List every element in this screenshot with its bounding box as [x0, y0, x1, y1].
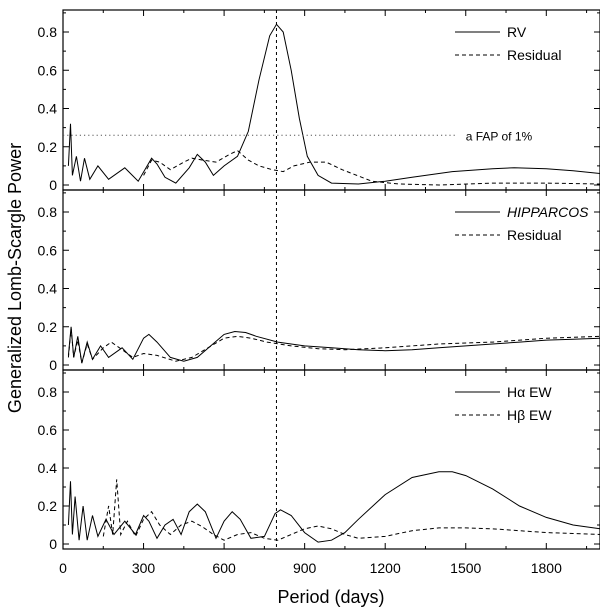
series-lines: [67, 23, 600, 543]
panel-frames: [62, 9, 600, 550]
panel-1-series-2-line: [143, 150, 600, 186]
x-tick-label: 600: [212, 560, 236, 576]
y-tick-label: 0: [49, 536, 57, 552]
x-axis-title: Period (days): [277, 587, 384, 607]
panel-2-series-1-line: [67, 326, 600, 364]
y-tick-label: 0.6: [38, 422, 58, 438]
x-tick-label: 900: [293, 560, 317, 576]
panel-3-frame: [62, 369, 600, 550]
x-tick-label: 300: [132, 560, 156, 576]
panel-3-series-2-line: [102, 479, 600, 541]
y-tick-label: 0.8: [38, 24, 58, 40]
y-tick-label: 0.4: [38, 101, 58, 117]
x-tick-label: 1500: [450, 560, 481, 576]
legend-label: Residual: [507, 47, 561, 63]
y-tick-label: 0.2: [38, 139, 58, 155]
y-tick-label: 0.6: [38, 242, 58, 258]
y-tick-label: 0.4: [38, 460, 58, 476]
panel-3-series-1-line: [67, 471, 600, 543]
x-tick-label: 0: [59, 560, 67, 576]
y-tick-label: 0: [49, 357, 57, 373]
y-tick-label: 0.4: [38, 281, 58, 297]
y-tick-label: 0.8: [38, 204, 58, 220]
x-tick-label: 1800: [531, 560, 562, 576]
axis-ticks: [62, 10, 600, 549]
legends: RV Residual HIPPARCOS Residual Hα EW Hβ EW: [455, 24, 589, 423]
y-tick-label: 0.2: [38, 498, 58, 514]
y-tick-label: 0.2: [38, 319, 58, 335]
y-axis-title: Generalized Lomb-Scargle Power: [5, 143, 25, 413]
annotations: a FAP of 1%: [63, 10, 533, 549]
y-tick-label: 0.6: [38, 62, 58, 78]
fap-label: a FAP of 1%: [466, 129, 533, 143]
tick-labels: 0 0.2 0.4 0.6 0.8 0 0.2 0.4 0.6 0.8 0 0.2 0.4 0.6 0.8 0…: [38, 24, 563, 576]
legend-label: Hβ EW: [507, 407, 552, 423]
legend-label: HIPPARCOS: [507, 204, 589, 220]
legend-label: Residual: [507, 227, 561, 243]
panel-1-series-1-line: [67, 23, 600, 185]
y-tick-label: 0: [49, 177, 57, 193]
legend-label: Hα EW: [507, 384, 552, 400]
legend-label: RV: [507, 24, 527, 40]
panel-2-series-2-line: [67, 328, 600, 364]
y-tick-label: 0.8: [38, 384, 58, 400]
x-tick-label: 1200: [370, 560, 401, 576]
